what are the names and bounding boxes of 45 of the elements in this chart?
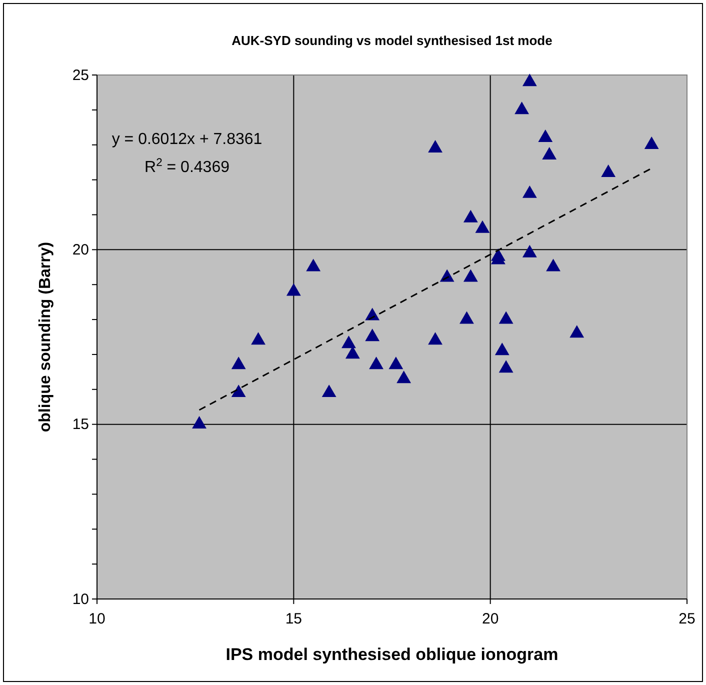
point <box>286 283 301 296</box>
chart-title: AUK-SYD sounding vs model synthesised 1st mode <box>232 33 552 48</box>
x-tick-label: 10 <box>88 610 106 628</box>
point <box>365 328 380 342</box>
y-tick-label: 15 <box>72 416 89 434</box>
point <box>463 210 478 222</box>
point <box>538 130 553 142</box>
x-tick-label: 25 <box>678 610 696 628</box>
point <box>498 360 514 373</box>
point <box>601 164 616 177</box>
point <box>514 102 530 114</box>
point <box>546 258 560 272</box>
point <box>463 269 478 282</box>
point <box>342 336 356 348</box>
y-tick-label: 10 <box>72 590 89 608</box>
point <box>192 416 206 428</box>
y-tick-label: 20 <box>72 241 89 258</box>
point <box>251 332 266 345</box>
point <box>542 147 557 160</box>
point <box>231 384 246 398</box>
point <box>306 258 321 272</box>
point <box>322 384 336 398</box>
point <box>644 136 659 150</box>
point <box>428 332 442 345</box>
annotation: R$^{2}$ = 0.4369 <box>144 157 230 176</box>
x-tick-label: 15 <box>285 610 302 628</box>
y-axis-title: oblique sounding (Barry) <box>37 242 54 432</box>
point <box>231 356 246 370</box>
x-tick-label: 20 <box>482 610 499 628</box>
point <box>428 140 442 153</box>
point <box>369 356 384 370</box>
point <box>388 356 404 370</box>
point <box>345 346 360 359</box>
point <box>498 311 514 324</box>
point <box>494 342 510 356</box>
point <box>522 74 537 86</box>
point <box>475 220 490 233</box>
point <box>460 311 474 324</box>
annotation: y = 0.6012x + 7.8361 <box>112 131 262 148</box>
y-tick-label: 25 <box>72 66 89 84</box>
x-axis-title: IPS model synthesised oblique ionogram <box>226 645 558 664</box>
point <box>522 185 537 198</box>
point <box>522 244 537 258</box>
point <box>570 325 584 338</box>
point <box>396 370 412 384</box>
